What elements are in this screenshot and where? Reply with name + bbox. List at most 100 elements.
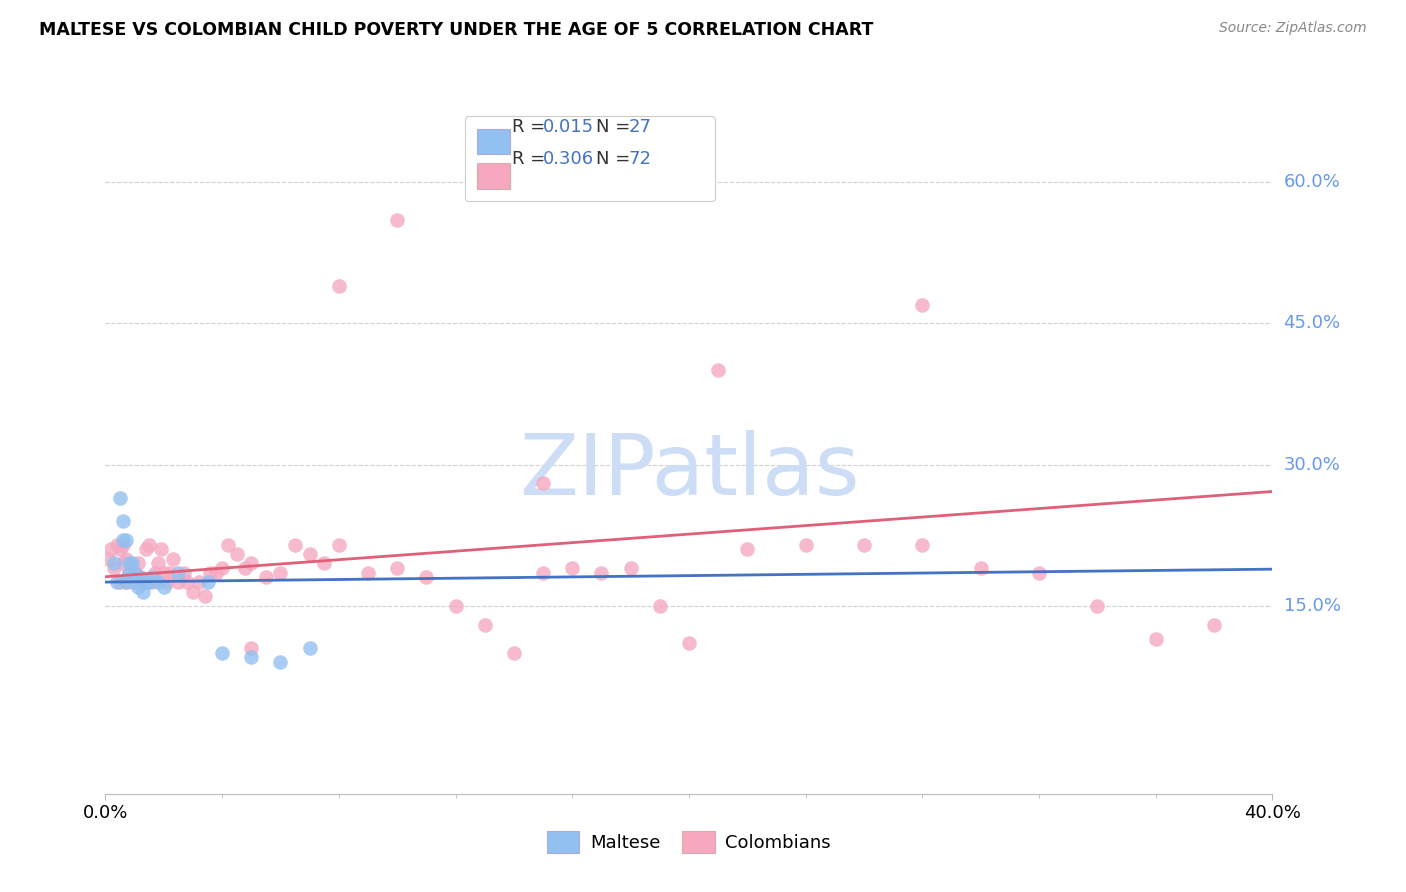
Point xyxy=(298,547,321,561)
Point xyxy=(167,575,190,590)
Point xyxy=(328,278,350,293)
Point xyxy=(118,557,141,571)
Legend: Maltese, Colombians: Maltese, Colombians xyxy=(536,820,842,863)
Point xyxy=(135,575,157,590)
Text: 27: 27 xyxy=(628,118,651,136)
Point xyxy=(648,599,671,613)
Point xyxy=(794,537,817,551)
Point xyxy=(235,561,257,575)
Point xyxy=(129,570,152,584)
Point xyxy=(619,561,641,575)
Point xyxy=(124,566,146,580)
Point xyxy=(118,566,141,580)
Point xyxy=(115,551,138,566)
Point xyxy=(121,557,143,571)
Point xyxy=(115,575,138,590)
Point xyxy=(108,575,131,590)
Point xyxy=(415,570,437,584)
Point xyxy=(100,542,122,557)
Text: R =: R = xyxy=(512,150,551,168)
Point xyxy=(707,363,730,377)
Point xyxy=(911,298,934,312)
Point xyxy=(105,537,128,551)
Point xyxy=(111,533,134,547)
Point xyxy=(121,570,143,584)
Point xyxy=(135,542,157,557)
Point xyxy=(1144,632,1167,646)
Text: 45.0%: 45.0% xyxy=(1284,315,1341,333)
Point xyxy=(97,551,120,566)
Point xyxy=(269,655,292,669)
Point xyxy=(240,650,263,665)
Text: N =: N = xyxy=(596,118,636,136)
Point xyxy=(503,646,526,660)
Point xyxy=(141,575,163,590)
Point xyxy=(156,575,179,590)
Point xyxy=(138,575,160,590)
Point xyxy=(197,575,219,590)
Text: 60.0%: 60.0% xyxy=(1284,173,1340,191)
Point xyxy=(1202,617,1225,632)
Point xyxy=(103,557,125,571)
Point xyxy=(138,537,160,551)
Point xyxy=(269,566,292,580)
Point xyxy=(108,542,131,557)
Point xyxy=(678,636,700,650)
Text: ZIPatlas: ZIPatlas xyxy=(519,430,859,513)
Point xyxy=(105,575,128,590)
Point xyxy=(143,566,166,580)
Point xyxy=(561,561,583,575)
Point xyxy=(141,570,163,584)
Point xyxy=(159,566,181,580)
Text: 30.0%: 30.0% xyxy=(1284,456,1340,474)
Text: R =: R = xyxy=(512,118,551,136)
Point xyxy=(103,561,125,575)
Point xyxy=(127,580,149,594)
Point xyxy=(153,580,174,594)
Point xyxy=(217,537,239,551)
Point xyxy=(153,566,174,580)
Point xyxy=(284,537,307,551)
Point xyxy=(121,575,143,590)
Point xyxy=(254,570,277,584)
Point xyxy=(444,599,467,613)
Point xyxy=(205,566,228,580)
Point xyxy=(111,537,134,551)
Point xyxy=(194,589,217,603)
Point xyxy=(328,537,350,551)
Point xyxy=(240,557,263,571)
Point xyxy=(146,557,169,571)
Point xyxy=(314,557,336,571)
Point xyxy=(852,537,875,551)
Point xyxy=(124,575,146,590)
Point xyxy=(173,566,195,580)
Point xyxy=(146,575,169,590)
Point xyxy=(1087,599,1109,613)
Point xyxy=(591,566,613,580)
Point xyxy=(118,566,141,580)
Point xyxy=(385,561,409,575)
Point xyxy=(474,617,496,632)
Text: 72: 72 xyxy=(628,150,651,168)
Point xyxy=(176,575,198,590)
Point xyxy=(149,542,172,557)
Point xyxy=(240,641,263,656)
Point xyxy=(108,491,131,505)
Point xyxy=(737,542,759,557)
Point xyxy=(111,514,134,528)
Point xyxy=(111,557,134,571)
Point xyxy=(225,547,247,561)
Point xyxy=(132,575,155,590)
Point xyxy=(127,557,149,571)
Point xyxy=(385,213,409,227)
Point xyxy=(1028,566,1050,580)
Text: 15.0%: 15.0% xyxy=(1284,597,1340,615)
Point xyxy=(911,537,934,551)
Point xyxy=(115,575,138,590)
Point xyxy=(298,641,321,656)
Text: 0.015: 0.015 xyxy=(543,118,593,136)
Point xyxy=(181,584,204,599)
Point xyxy=(211,646,233,660)
Point xyxy=(132,584,155,599)
Point xyxy=(200,566,222,580)
